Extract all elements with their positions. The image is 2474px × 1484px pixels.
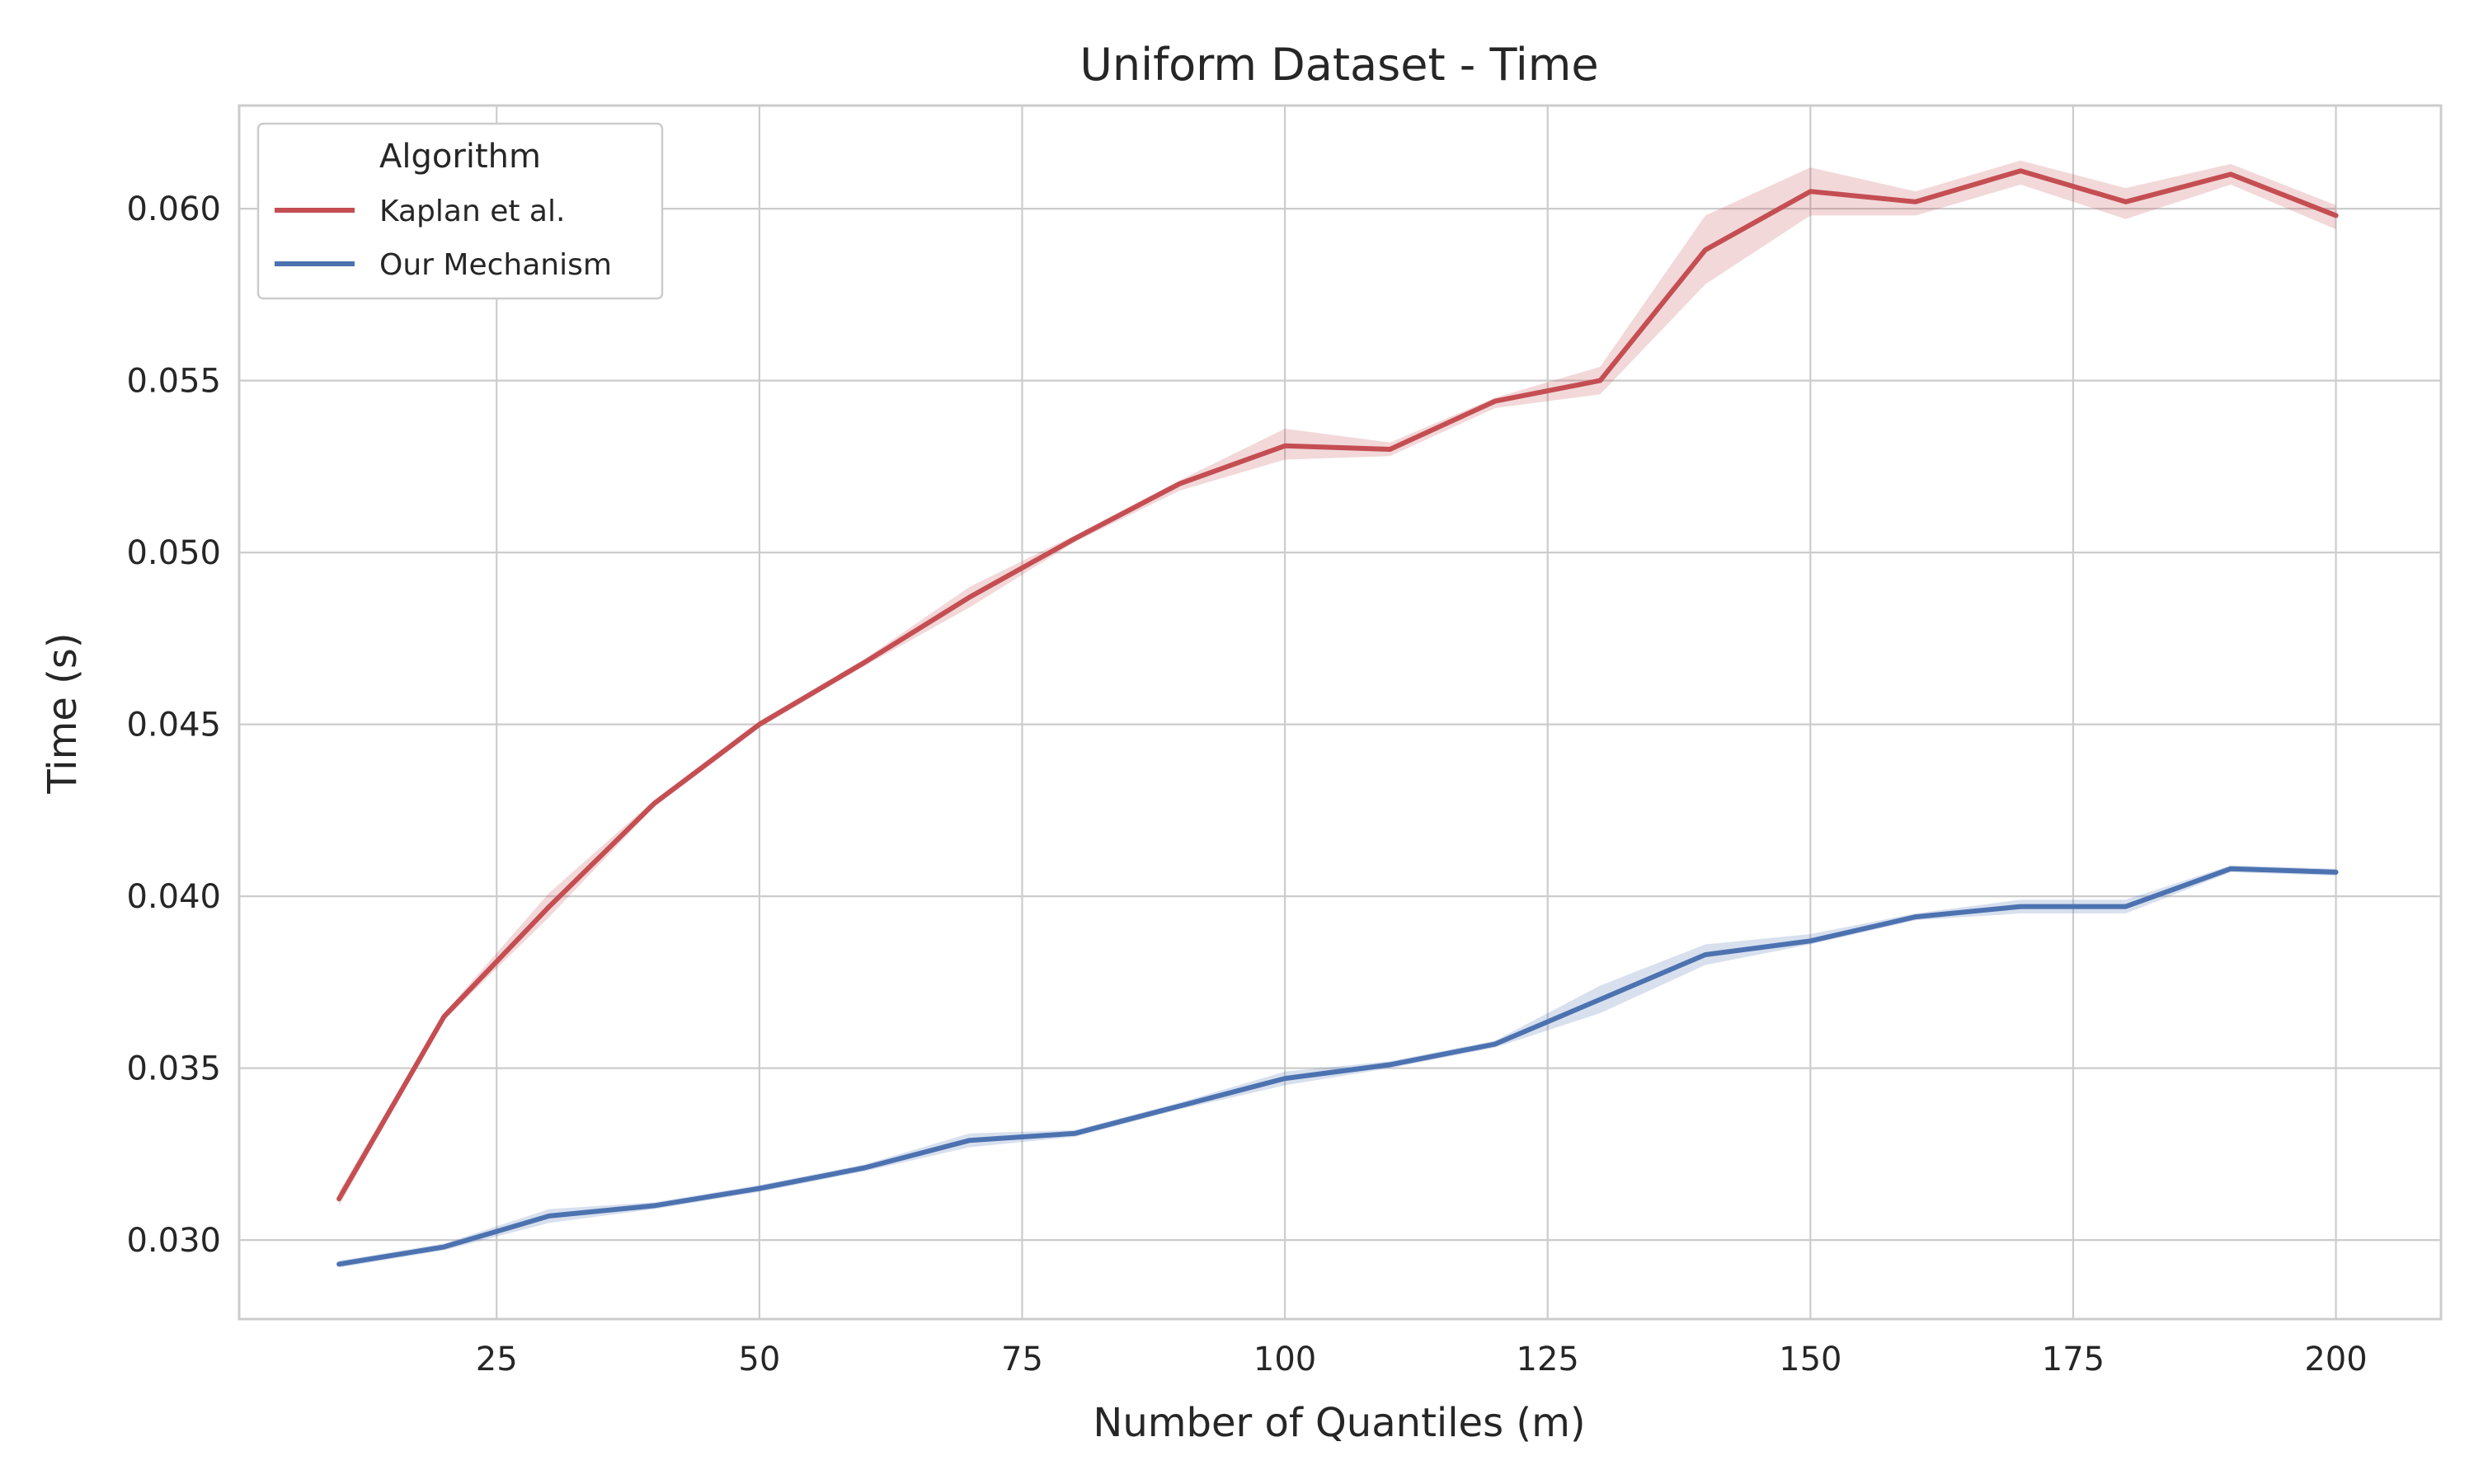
x-tick-label: 125	[1517, 1341, 1579, 1378]
legend-box	[256, 122, 664, 300]
legend-title: Algorithm	[379, 138, 541, 176]
y-tick-label: 0.035	[126, 1050, 221, 1088]
series-line-kaplan-et-al	[336, 168, 2339, 1202]
x-tick-labels: 25 50 75 100 125 150 175 200	[476, 1341, 2368, 1378]
y-tick-label: 0.045	[126, 707, 221, 744]
x-tick-label: 100	[1253, 1341, 1316, 1378]
chart-title: Uniform Dataset - Time	[1079, 39, 1598, 91]
x-tick-label: 175	[2042, 1341, 2105, 1378]
y-tick-labels: 0.030 0.035 0.040 0.045 0.050 0.055 0.060	[126, 190, 221, 1260]
y-tick-label: 0.055	[126, 363, 221, 401]
x-tick-label: 150	[1779, 1341, 1841, 1378]
y-axis-title: Time (s)	[40, 632, 86, 794]
x-tick-label: 25	[476, 1341, 518, 1378]
x-axis-title: Number of Quantiles (m)	[1093, 1400, 1585, 1446]
x-tick-label: 50	[738, 1341, 780, 1378]
x-tick-label: 200	[2304, 1341, 2367, 1378]
legend: Algorithm Kaplan et al. Our Mechanism	[256, 122, 664, 300]
y-tick-label: 0.040	[126, 878, 221, 916]
y-tick-label: 0.060	[126, 190, 221, 228]
series-lines	[336, 168, 2339, 1267]
plot-frame	[238, 104, 2443, 1321]
legend-label-kaplan: Kaplan et al.	[379, 195, 565, 228]
confidence-bands	[339, 160, 2336, 1268]
grid-lines	[239, 106, 2441, 1319]
legend-label-our-mechanism: Our Mechanism	[379, 248, 612, 282]
y-tick-label: 0.030	[126, 1222, 221, 1260]
band-our-mechanism	[339, 865, 2336, 1268]
series-line-our-mechanism	[336, 866, 2339, 1267]
y-tick-label: 0.050	[126, 534, 221, 572]
x-tick-label: 75	[1001, 1341, 1043, 1378]
